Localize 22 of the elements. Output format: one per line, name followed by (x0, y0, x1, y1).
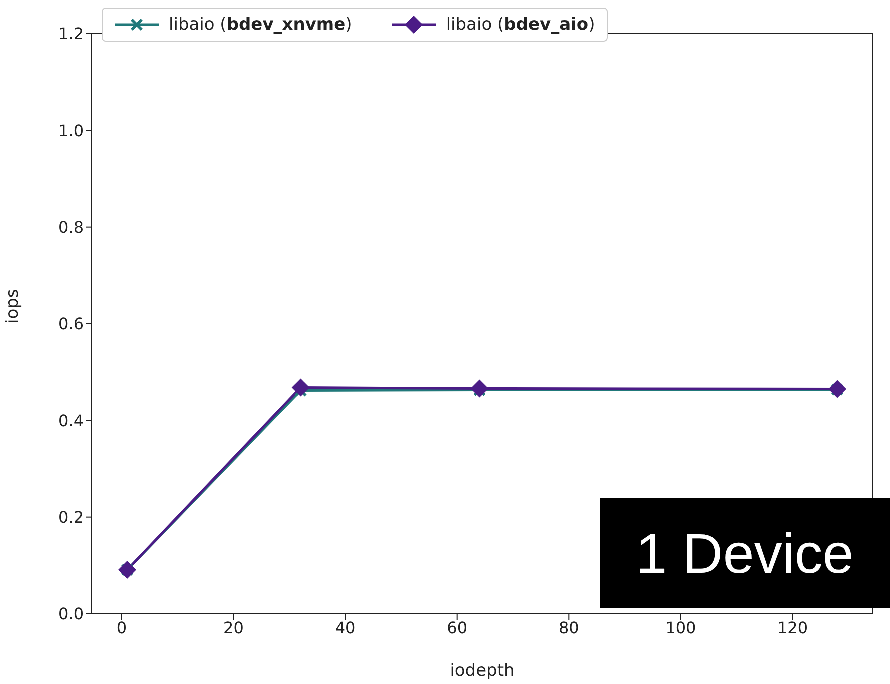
annotation: 1 Device (600, 498, 890, 608)
y-tick-label: 1.0 (58, 121, 84, 140)
x-tick-label: 120 (778, 618, 808, 638)
y-tick-label: 0.2 (58, 508, 84, 528)
x-tick-label: 80 (558, 618, 580, 638)
point (470, 380, 489, 398)
y-tick-label: 0.8 (58, 218, 84, 238)
point (292, 378, 310, 397)
x-tick-label: 20 (224, 618, 244, 638)
y-tick-label: 0.6 (58, 314, 84, 334)
x-tick-label: 0 (116, 618, 128, 638)
x-tick-label: 40 (335, 618, 356, 638)
legend-label: libaio (bdev_xnvme) (169, 15, 352, 35)
y-tick-label: 0.4 (58, 411, 84, 430)
y-axis-title: iops (3, 289, 24, 324)
x-axis-title: iodepth (450, 661, 515, 682)
x-tick-label: 100 (666, 618, 696, 638)
point (828, 380, 846, 398)
y-tick-label: 1.2 (58, 24, 84, 44)
x-tick-label: 60 (447, 618, 468, 638)
legend-label: libaio (bdev_aio) (446, 15, 596, 35)
y-tick-label: 0.0 (58, 604, 84, 624)
